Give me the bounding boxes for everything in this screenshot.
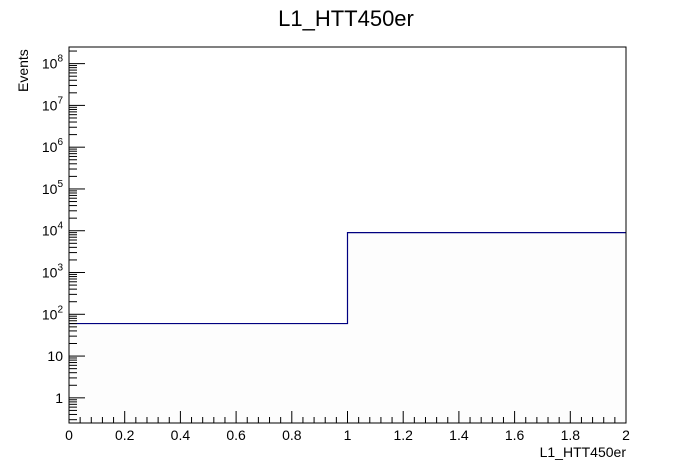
x-tick-label: 1.6 [505,427,525,443]
histogram-layer [69,232,626,423]
y-tick-label: 102 [42,304,64,322]
x-tick-label: 0 [65,427,73,443]
histogram-outline [69,232,626,325]
axes-layer: 0 0.2 0.4 0.6 0.8 1 1.2 1.4 1.6 1.8 2 1 10 102 103 104 1… [42,50,630,443]
x-tick-label: 0.2 [115,427,135,443]
y-tick-label: 10 [47,348,63,364]
chart-title: L1_HTT450er [278,6,414,31]
x-tick-label: 1.8 [561,427,581,443]
x-tick-label: 1.2 [393,427,413,443]
histogram-bin-1 [69,323,348,423]
x-tick-label: 1 [344,427,352,443]
y-tick-label: 105 [42,179,64,197]
y-tick-label: 1 [55,390,63,406]
x-tick-label: 0.6 [226,427,246,443]
y-tick-label: 104 [42,221,64,239]
y-tick-label: 107 [42,95,64,113]
x-tick-label: 1.4 [449,427,469,443]
y-tick-label: 108 [42,54,64,72]
x-tick-label: 0.4 [171,427,191,443]
x-axis-title: L1_HTT450er [540,444,627,460]
x-tick-label: 2 [622,427,630,443]
histogram-bin-2 [347,232,626,423]
y-tick-label: 106 [42,137,64,155]
x-tick-label: 0.8 [282,427,302,443]
y-axis-title: Events [15,49,31,92]
y-tick-label: 103 [42,263,64,281]
